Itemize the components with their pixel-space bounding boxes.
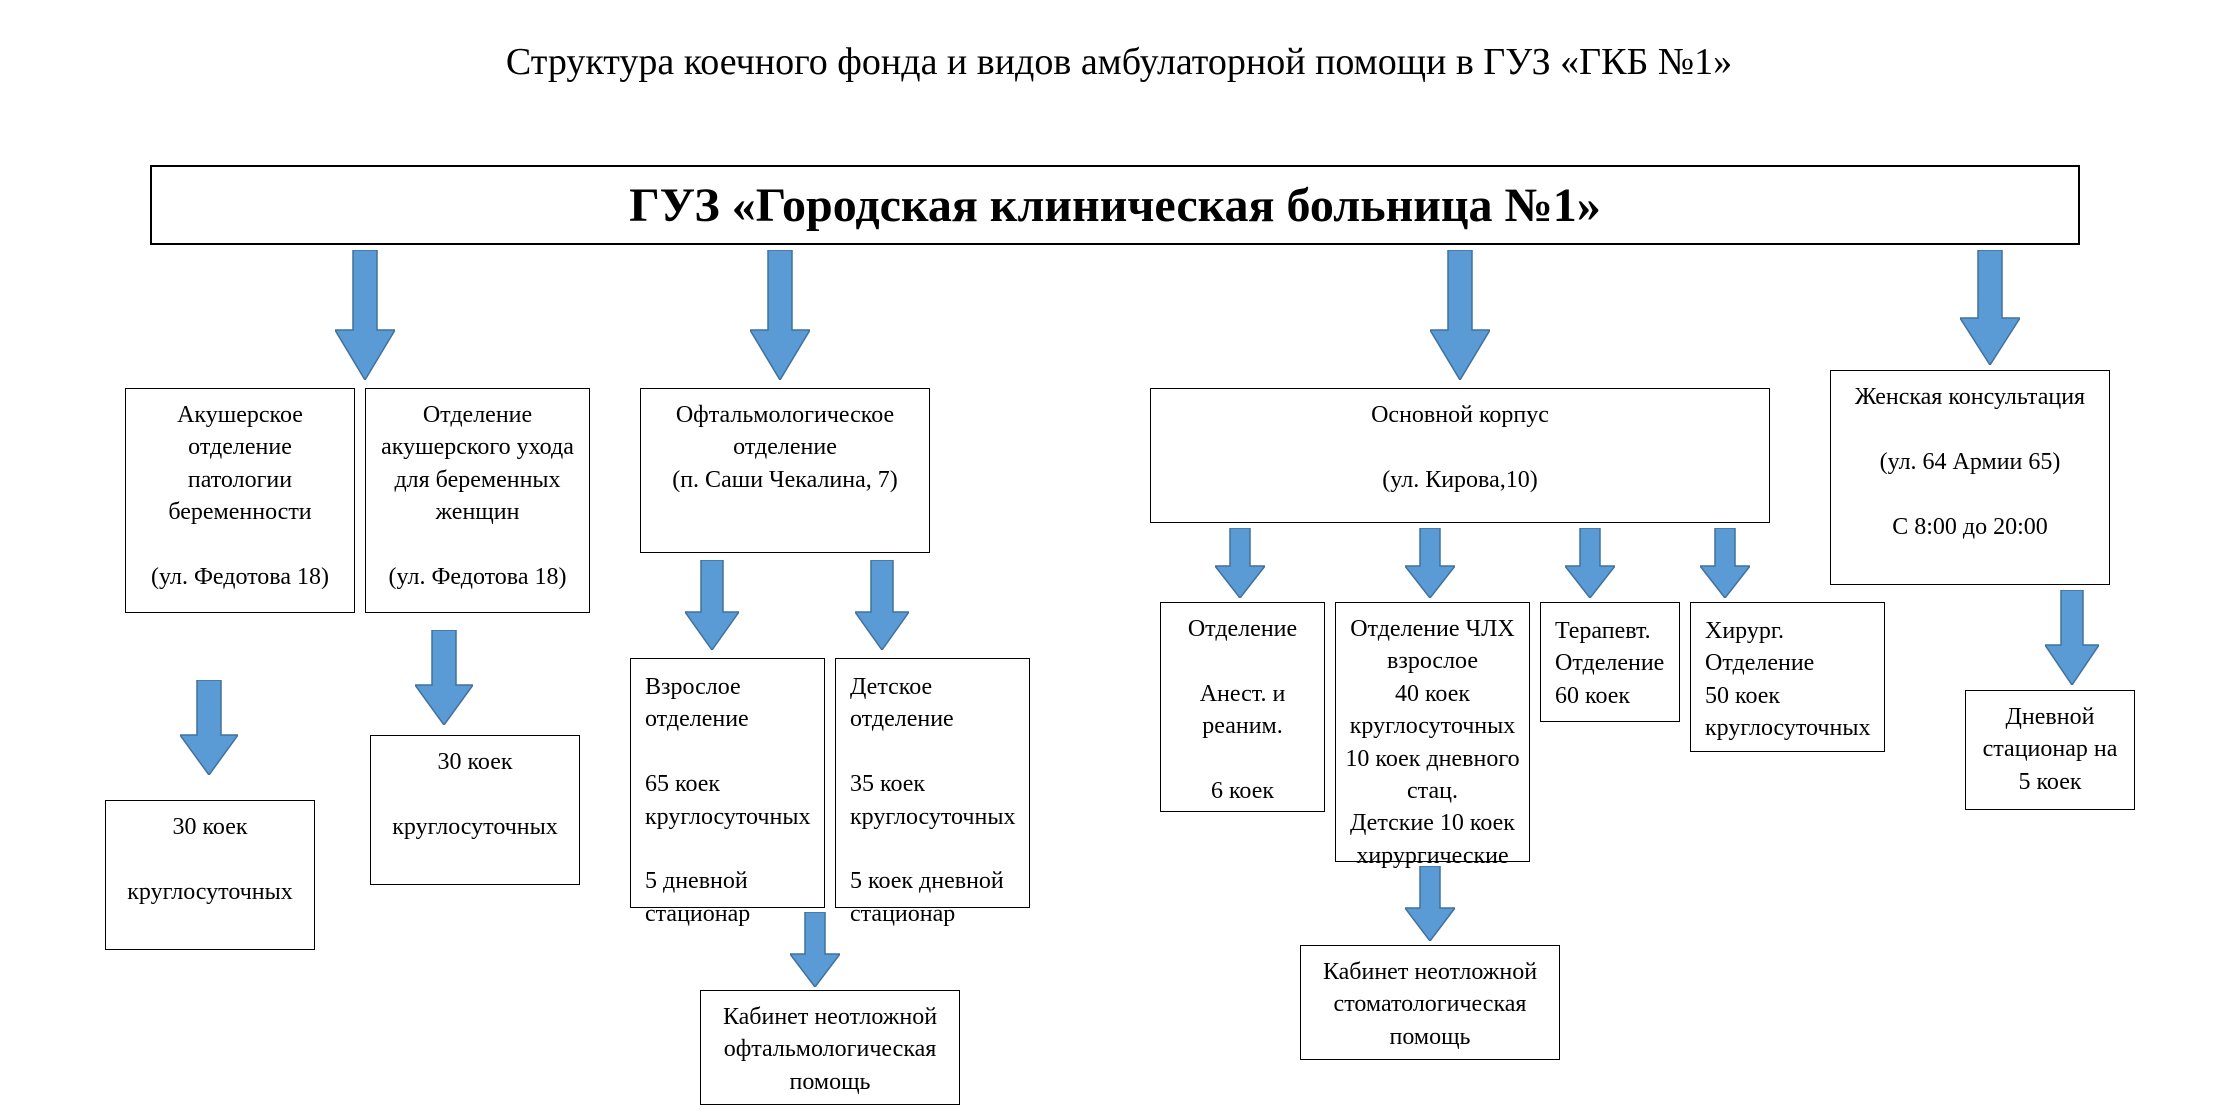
arrow-down-icon — [1700, 528, 1750, 598]
node-surgical: Хирург. Отделение 50 коек круглосуточных — [1690, 602, 1885, 752]
node-day-hospital-5: Дневной стационар на 5 коек — [1965, 690, 2135, 810]
node-obstetric-pathology: Акушерское отделение патологии беременно… — [125, 388, 355, 613]
arrow-shape — [335, 250, 395, 380]
node-therapeutic: Терапевт. Отделение 60 коек — [1540, 602, 1680, 722]
arrow-down-icon — [1565, 528, 1615, 598]
arrow-down-icon — [750, 250, 810, 380]
node-obstetric-care: Отделение акушерского ухода для беременн… — [365, 388, 590, 613]
arrow-down-icon — [1215, 528, 1265, 598]
arrow-down-icon — [2045, 590, 2099, 685]
arrow-down-icon — [180, 680, 238, 775]
arrow-down-icon — [685, 560, 739, 650]
node-chlh: Отделение ЧЛХ взрослое 40 коек круглосут… — [1335, 602, 1530, 862]
arrow-shape — [1430, 250, 1490, 380]
arrow-down-icon — [335, 250, 395, 380]
diagram-canvas: Структура коечного фонда и видов амбулат… — [0, 0, 2238, 1114]
node-oph-emergency: Кабинет неотложной офтальмологическая по… — [700, 990, 960, 1105]
arrow-shape — [1960, 250, 2020, 365]
arrow-down-icon — [1960, 250, 2020, 365]
page-title: Структура коечного фонда и видов амбулат… — [0, 40, 2238, 84]
node-beds30-b: 30 коек круглосуточных — [370, 735, 580, 885]
arrow-down-icon — [790, 912, 840, 987]
node-anesthesia: Отделение Анест. и реаним. 6 коек — [1160, 602, 1325, 812]
arrow-down-icon — [855, 560, 909, 650]
node-women-consult: Женская консультация (ул. 64 Армии 65) С… — [1830, 370, 2110, 585]
node-oph-adult: Взрослое отделение 65 коек круглосуточны… — [630, 658, 825, 908]
arrow-shape — [750, 250, 810, 380]
arrow-down-icon — [1405, 866, 1455, 941]
node-oph-child: Детское отделение 35 коек круглосуточных… — [835, 658, 1030, 908]
arrow-down-icon — [1405, 528, 1455, 598]
node-main-building: Основной корпус (ул. Кирова,10) — [1150, 388, 1770, 523]
node-dental-emergency: Кабинет неотложной стоматологическая пом… — [1300, 945, 1560, 1060]
arrow-down-icon — [1430, 250, 1490, 380]
arrow-down-icon — [415, 630, 473, 725]
root-node: ГУЗ «Городская клиническая больница №1» — [150, 165, 2080, 245]
node-beds30-a: 30 коек круглосуточных — [105, 800, 315, 950]
node-ophthalmology: Офтальмологическое отделение (п. Саши Че… — [640, 388, 930, 553]
